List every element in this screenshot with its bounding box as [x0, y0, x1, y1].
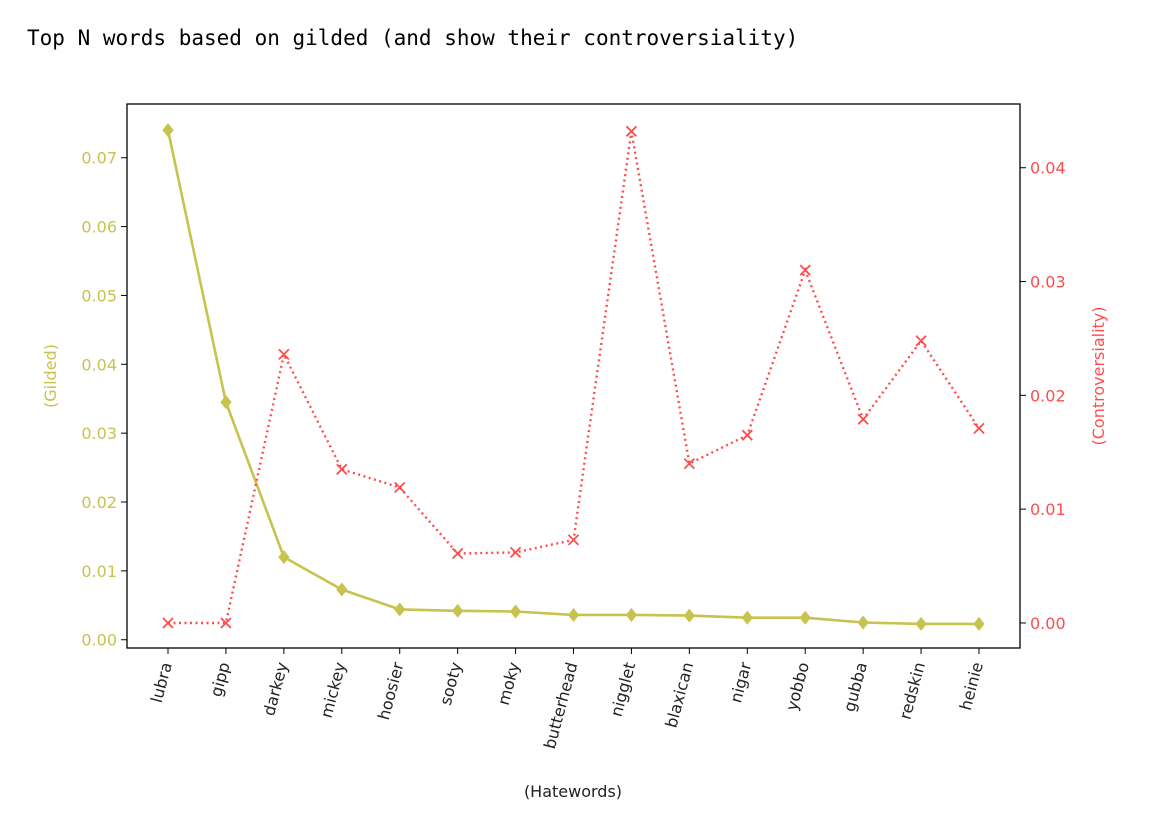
controversiality-point-marker [220, 617, 232, 629]
right-tick-label: 0.03 [1030, 273, 1066, 292]
x-tick-label: lubra [147, 660, 176, 705]
gilded-point-marker [683, 608, 695, 623]
gilded-point-marker [394, 602, 406, 617]
controversiality-point-marker [625, 125, 638, 137]
gilded-point-marker [857, 615, 869, 630]
controversiality-series-line [168, 131, 981, 625]
left-tick-label: 0.03 [81, 424, 117, 443]
controversiality-point-marker [567, 534, 580, 546]
controversiality-point-marker [336, 463, 348, 475]
x-tick-label: sooty [436, 660, 466, 707]
left-tick-label: 0.07 [81, 149, 117, 168]
controversiality-point-marker [915, 335, 927, 347]
gilded-point-marker [799, 610, 811, 625]
left-tick-label: 0.01 [81, 562, 117, 581]
gilded-point-marker [973, 616, 985, 631]
gilded-series-line [166, 129, 979, 626]
controversiality-point-marker [394, 481, 406, 494]
gilded-point-marker [162, 123, 174, 138]
right-tick-label: 0.02 [1030, 386, 1066, 405]
x-tick-label: darkey [259, 660, 291, 718]
output-title: Top N words based on gilded (and show th… [27, 26, 799, 50]
gilded-point-marker [915, 616, 927, 631]
x-tick-label: mickey [317, 660, 350, 720]
left-y-axis-label: (Gilded) [41, 344, 60, 408]
controversiality-point-marker [683, 457, 695, 470]
controversiality-point-marker [452, 547, 464, 560]
series-layer [162, 123, 985, 631]
gilded-point-marker [741, 610, 753, 625]
x-axis-label: (Hatewords) [524, 782, 622, 801]
gilded-point-marker [220, 395, 232, 410]
left-tick-label: 0.00 [81, 631, 117, 650]
x-tick-label: hoosier [374, 660, 408, 722]
x-tick-label: yobbo [782, 660, 813, 713]
x-tick-label: redskin [895, 660, 928, 721]
controversiality-point-marker [278, 348, 290, 361]
x-tick-label: blaxican [662, 660, 698, 730]
right-tick-label: 0.00 [1030, 614, 1066, 633]
x-tick-label: nigar [726, 660, 755, 705]
controversiality-point-marker [973, 422, 985, 434]
x-tick-label: gipp [206, 660, 233, 699]
gilded-point-marker [452, 603, 464, 618]
right-tick-label: 0.01 [1030, 500, 1066, 519]
x-tick-label: heinie [956, 660, 987, 712]
right-y-axis: 0.00 0.01 0.02 0.03 0.04 [1020, 159, 1066, 633]
left-y-axis: 0.00 0.01 0.02 0.03 0.04 0.05 0.06 0.07 [81, 149, 127, 650]
gilded-point-marker [278, 550, 290, 565]
right-tick-label: 0.04 [1030, 159, 1066, 178]
x-tick-label: gubba [840, 660, 871, 714]
x-tick-label: nigglet [607, 660, 640, 718]
controversiality-point-marker [799, 264, 811, 276]
controversiality-point-marker [162, 617, 174, 629]
gilded-point-marker [509, 604, 522, 619]
gilded-point-marker [625, 607, 638, 622]
x-tick-label: moky [494, 660, 524, 707]
left-tick-label: 0.06 [81, 218, 117, 237]
right-y-axis-label: (Controversiality) [1089, 307, 1108, 446]
plot-frame [126, 103, 1021, 649]
controversiality-point-marker [509, 546, 522, 559]
x-axis: lubra gipp darkey mickey hoosier sooty moky but… [147, 648, 987, 751]
left-tick-label: 0.02 [81, 493, 117, 512]
gilded-point-marker [336, 582, 348, 597]
x-tick-label: butterhead [540, 660, 581, 751]
controversiality-point-marker [741, 429, 753, 441]
controversiality-point-marker [857, 413, 869, 425]
left-tick-label: 0.05 [81, 286, 117, 305]
gilded-point-marker [567, 607, 580, 622]
left-tick-label: 0.04 [81, 355, 117, 374]
